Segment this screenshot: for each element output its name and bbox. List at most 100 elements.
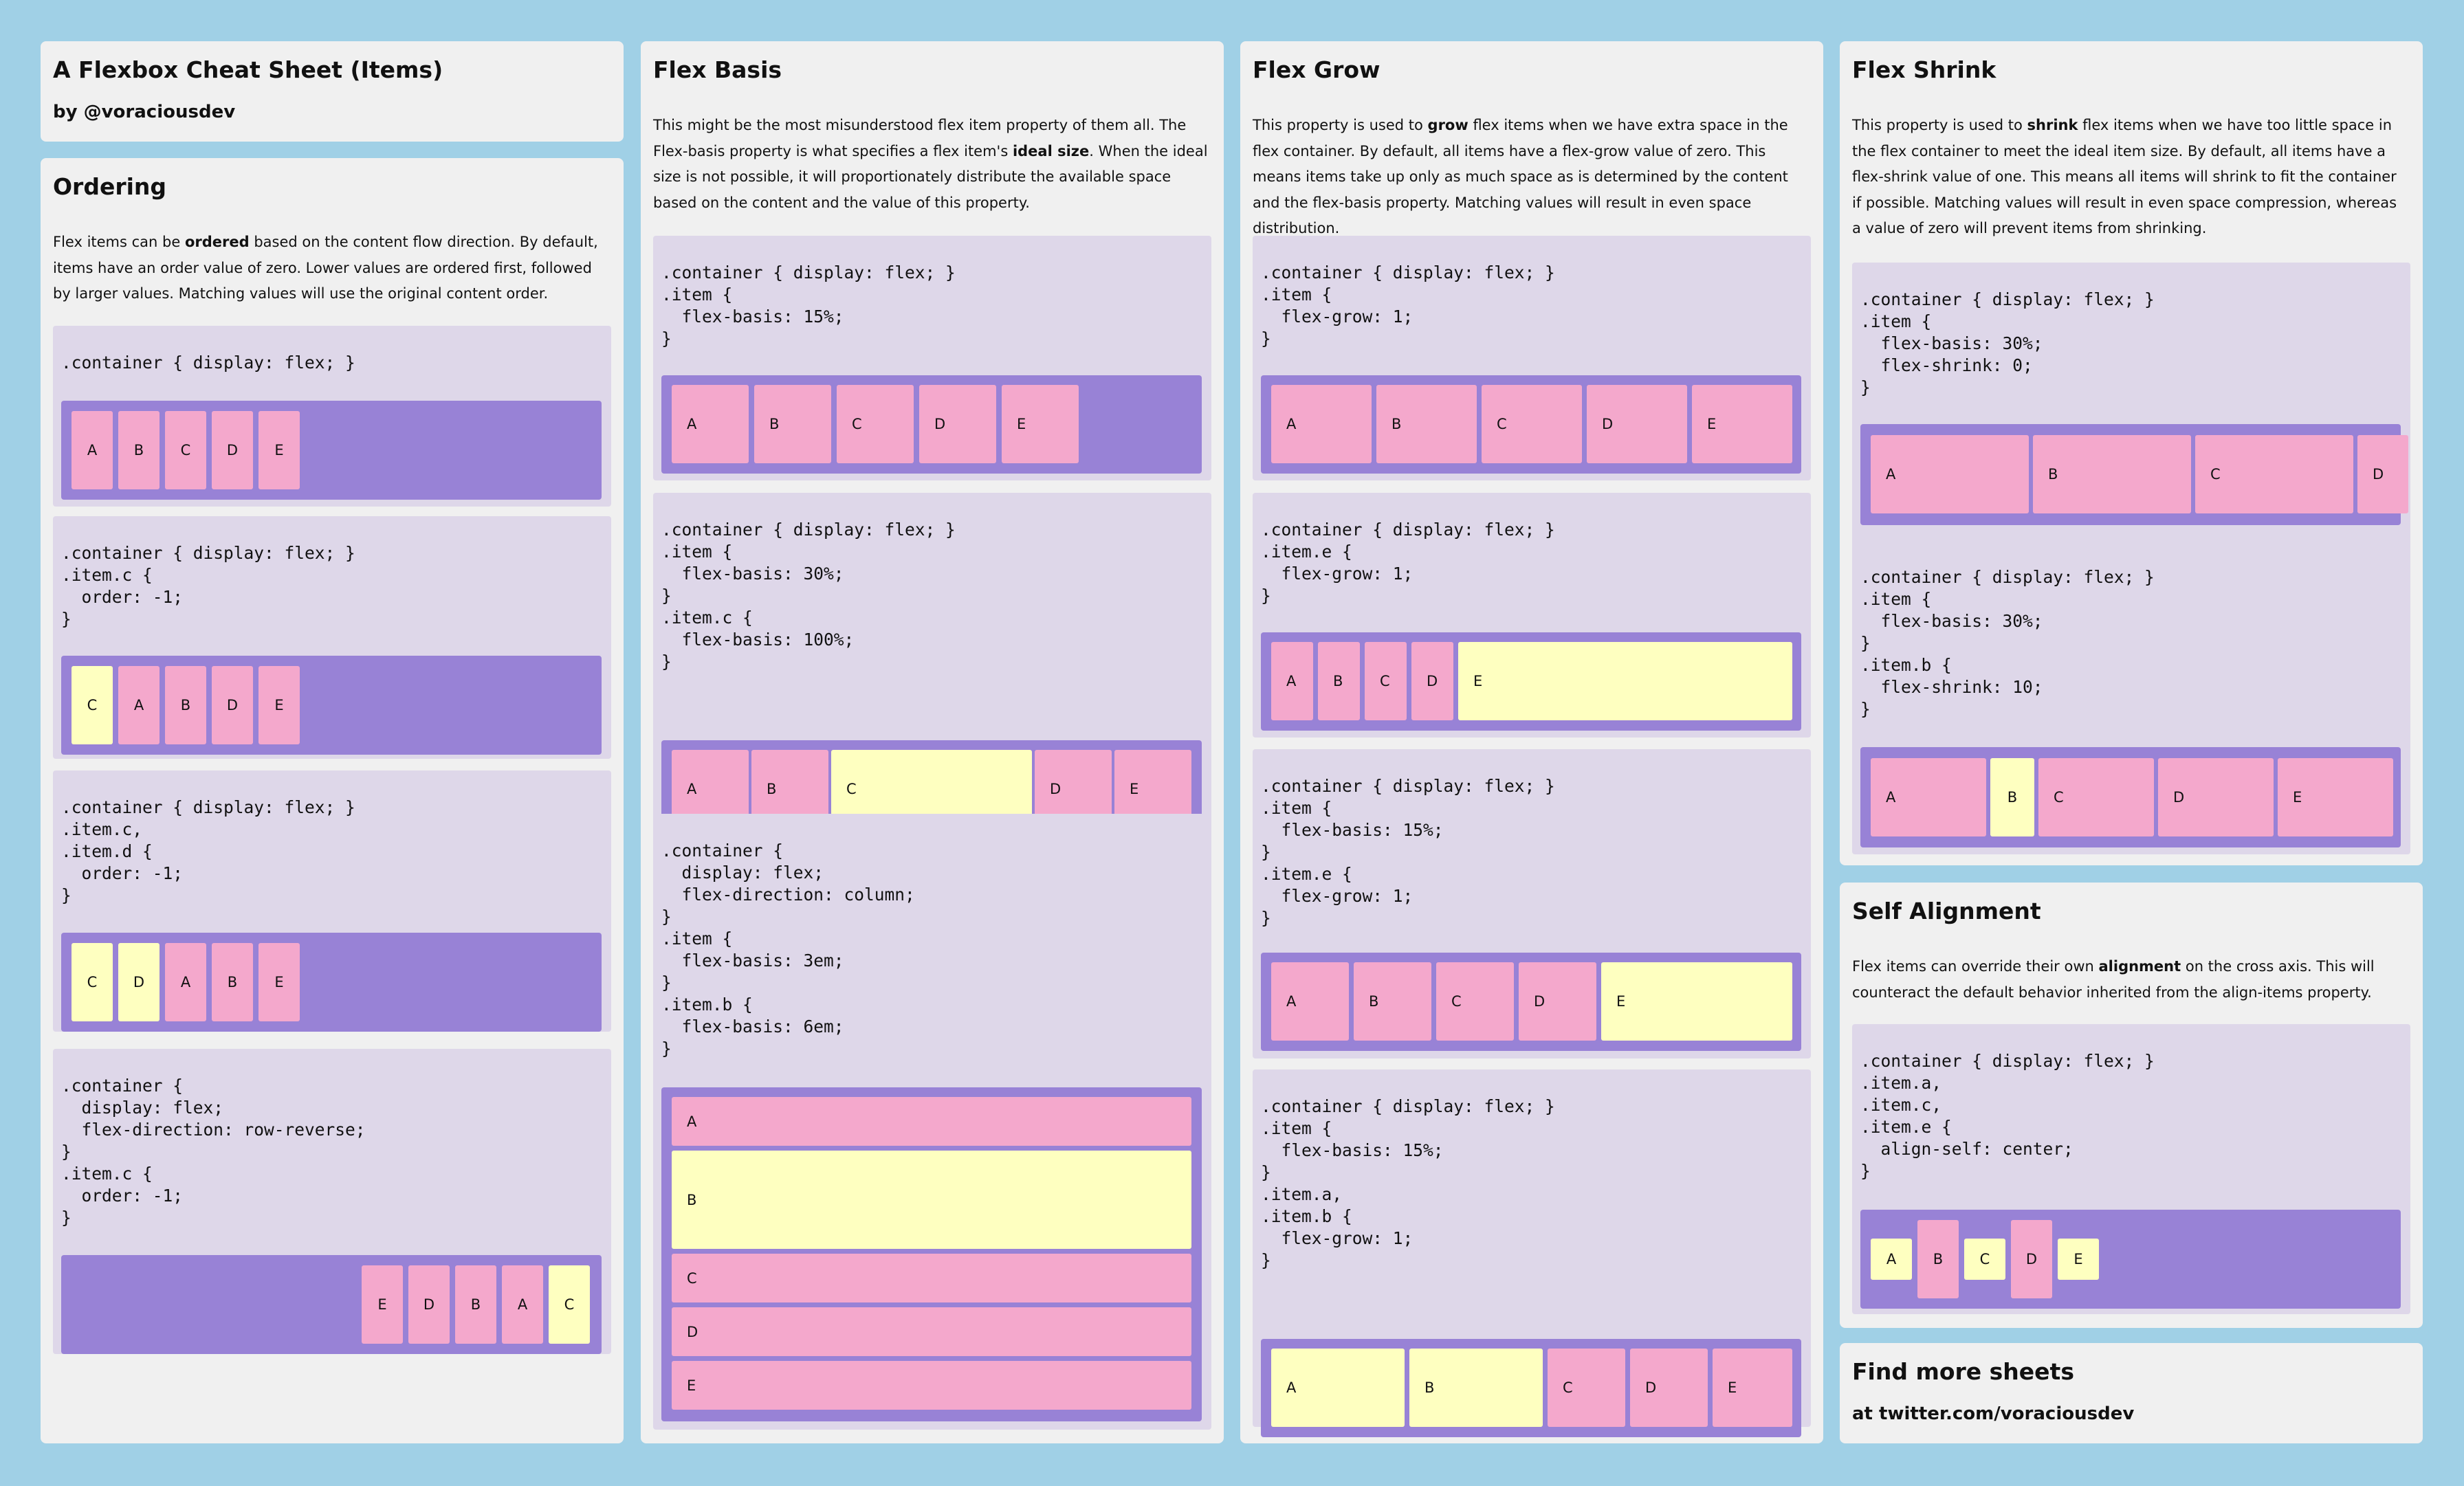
flex-item: A xyxy=(165,943,206,1021)
flex-item: A xyxy=(1271,962,1349,1041)
ordering-example-4: .container { display: flex; flex-directi… xyxy=(53,1049,611,1354)
flex-item: E xyxy=(1692,385,1792,463)
flex-container: C A B D E xyxy=(61,656,602,755)
flex-item: D xyxy=(212,411,253,489)
ordering-card: Ordering Flex items can be ordered based… xyxy=(41,158,624,1443)
code-snippet: .container { display: flex; flex-directi… xyxy=(661,841,915,1058)
flex-grow-example-1: .container { display: flex; } .item { fl… xyxy=(1253,236,1811,480)
code-snippet: .container { display: flex; } .item { fl… xyxy=(661,263,956,348)
flex-item: B xyxy=(1354,962,1431,1041)
flex-item: A xyxy=(1271,1349,1405,1427)
flex-item: C xyxy=(1436,962,1514,1041)
flex-item: E xyxy=(362,1265,403,1344)
flex-container: E D B A C xyxy=(61,1255,602,1354)
flex-item: A xyxy=(1271,642,1313,720)
flex-container: A B C D E xyxy=(661,375,1202,474)
code-snippet: .container { display: flex; } xyxy=(61,353,355,373)
flex-basis-example-3: .container { display: flex; flex-directi… xyxy=(653,814,1211,1430)
flex-item: C xyxy=(72,666,113,744)
flex-container: A B C D E xyxy=(1860,1210,2401,1309)
ordering-example-2: .container { display: flex; } .item.c { … xyxy=(53,516,611,759)
flex-container: A B C D E xyxy=(1261,632,1801,731)
flex-item: E xyxy=(1601,962,1792,1041)
flex-item: C xyxy=(165,411,206,489)
flex-item: C xyxy=(837,385,914,463)
code-snippet: .container { display: flex; } .item { fl… xyxy=(1860,567,2155,719)
flex-item: B xyxy=(165,666,206,744)
flex-item: C xyxy=(2038,758,2154,836)
flex-container: A B C D E xyxy=(661,1087,1202,1421)
flex-item: A xyxy=(672,385,749,463)
flex-grow-description: This property is used to grow flex items… xyxy=(1253,117,1788,236)
flex-shrink-card: Flex Shrink This property is used to shr… xyxy=(1840,41,2423,865)
flex-container: A B C D E xyxy=(1261,1339,1801,1437)
flex-item: D xyxy=(1411,642,1453,720)
self-alignment-description: Flex items can override their own alignm… xyxy=(1852,958,2375,1001)
code-snippet: .container { display: flex; } .item.a, .… xyxy=(1860,1051,2155,1181)
flex-grow-example-3: .container { display: flex; } .item { fl… xyxy=(1253,749,1811,1058)
flex-item: E xyxy=(1002,385,1079,463)
more-sheets-title: Find more sheets xyxy=(1852,1358,2074,1385)
code-snippet: .container { display: flex; } .item.c, .… xyxy=(61,797,355,905)
flex-item: C xyxy=(672,1254,1191,1302)
self-alignment-card: Self Alignment Flex items can override t… xyxy=(1840,883,2423,1328)
code-snippet: .container { display: flex; } .item.e { … xyxy=(1261,520,1555,606)
flex-item: E xyxy=(1458,642,1792,720)
flex-item: E xyxy=(258,943,300,1021)
flex-item: C xyxy=(1964,1239,2005,1280)
flex-item: D xyxy=(212,666,253,744)
ordering-example-1: .container { display: flex; } A B C D E xyxy=(53,326,611,507)
ordering-description: Flex items can be ordered based on the c… xyxy=(53,234,598,302)
flex-container: A B C D E xyxy=(1860,747,2401,847)
flex-item: B xyxy=(1409,1349,1543,1427)
flex-shrink-example-2: .container { display: flex; } .item { fl… xyxy=(1852,540,2410,854)
flex-item: B xyxy=(754,385,831,463)
flex-item: E xyxy=(258,666,300,744)
flex-item: B xyxy=(212,943,253,1021)
flex-item: B xyxy=(118,411,160,489)
ordering-example-3: .container { display: flex; } .item.c, .… xyxy=(53,770,611,1032)
flex-item: A xyxy=(1271,385,1372,463)
flex-basis-title: Flex Basis xyxy=(653,56,782,83)
self-alignment-title: Self Alignment xyxy=(1852,898,2041,924)
flex-item: A xyxy=(72,411,113,489)
code-snippet: .container { display: flex; } .item { fl… xyxy=(1860,289,2155,397)
flex-item: D xyxy=(1587,385,1687,463)
flex-container: C D A B E xyxy=(61,933,602,1032)
code-snippet: .container { display: flex; flex-directi… xyxy=(61,1076,366,1228)
self-alignment-example-1: .container { display: flex; } .item.a, .… xyxy=(1852,1024,2410,1314)
flex-basis-example-1: .container { display: flex; } .item { fl… xyxy=(653,236,1211,480)
code-snippet: .container { display: flex; } .item { fl… xyxy=(1261,776,1555,928)
code-snippet: .container { display: flex; } .item { fl… xyxy=(1261,263,1555,348)
flex-item: A xyxy=(672,1097,1191,1146)
flex-item: B xyxy=(672,1151,1191,1249)
flex-item: D xyxy=(118,943,160,1021)
flex-item: C xyxy=(72,943,113,1021)
flex-item: A xyxy=(502,1265,543,1344)
twitter-link[interactable]: at twitter.com/voraciousdev xyxy=(1852,1404,2135,1424)
flex-item: A xyxy=(118,666,160,744)
flex-item: E xyxy=(258,411,300,489)
flex-basis-example-2: .container { display: flex; } .item { fl… xyxy=(653,493,1211,845)
flex-item: B xyxy=(1376,385,1477,463)
more-sheets-card: Find more sheets at twitter.com/voraciou… xyxy=(1840,1343,2423,1443)
flex-basis-description: This might be the most misunderstood fle… xyxy=(653,117,1208,211)
flex-grow-title: Flex Grow xyxy=(1253,56,1380,83)
flex-item: B xyxy=(1990,758,2034,836)
flex-grow-card: Flex Grow This property is used to grow … xyxy=(1240,41,1823,1443)
flex-item: C xyxy=(1365,642,1407,720)
flex-item: A xyxy=(1871,1239,1912,1280)
code-snippet: .container { display: flex; } .item { fl… xyxy=(661,520,956,672)
flex-item: C xyxy=(1548,1349,1625,1427)
flex-shrink-title: Flex Shrink xyxy=(1852,56,1996,83)
flex-container: A B C D xyxy=(1860,424,2408,525)
flex-item: B xyxy=(1318,642,1360,720)
flex-shrink-description: This property is used to shrink flex ite… xyxy=(1852,117,2397,236)
flex-grow-example-2: .container { display: flex; } .item.e { … xyxy=(1253,493,1811,738)
flex-item: D xyxy=(2011,1220,2052,1298)
flex-item: D xyxy=(2158,758,2274,836)
flex-item: E xyxy=(2278,758,2393,836)
flex-item: E xyxy=(1713,1349,1792,1427)
flex-shrink-example-1: .container { display: flex; } .item { fl… xyxy=(1852,263,2410,573)
flex-item: D xyxy=(672,1307,1191,1356)
